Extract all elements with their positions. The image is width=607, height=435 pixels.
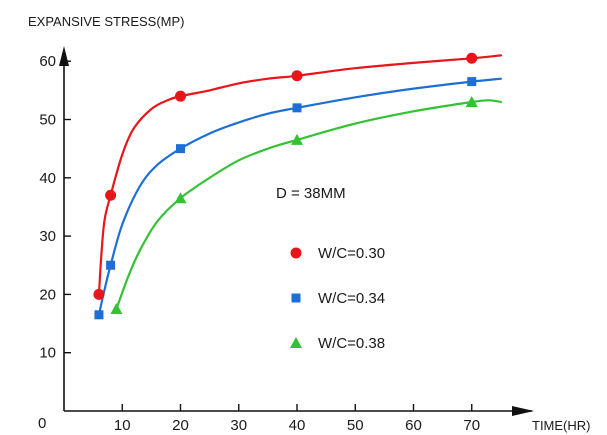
x-tick-label: 40	[289, 417, 306, 434]
legend-marker-square	[291, 293, 301, 303]
legend-label-circle: W/C=0.30	[318, 245, 385, 262]
data-point-circle	[93, 288, 105, 300]
y-tick-label: 40	[39, 170, 56, 187]
x-tick-label: 10	[114, 417, 131, 434]
y-tick-label: 50	[39, 112, 56, 129]
y-axis-arrow	[59, 46, 69, 66]
data-point-square	[467, 77, 477, 87]
data-point-circle	[105, 189, 117, 201]
y-tick-label: 60	[39, 53, 56, 70]
data-point-triangle	[465, 96, 478, 108]
diameter-annotation: D = 38MM	[276, 185, 346, 202]
legend-label-square: W/C=0.34	[318, 290, 385, 307]
x-ticks: 10 20 30 40 50 60 70	[114, 404, 480, 434]
data-point-square	[176, 144, 185, 154]
data-point-square	[106, 260, 116, 270]
data-point-triangle	[174, 192, 187, 204]
legend-marker-triangle	[290, 337, 302, 348]
y-tick-label: 10	[39, 345, 56, 362]
x-tick-label: 20	[172, 417, 189, 434]
x-axis-arrow	[512, 406, 534, 416]
series-line-square	[97, 77, 502, 316]
series-points	[93, 52, 478, 320]
data-point-triangle	[110, 302, 123, 314]
y-tick-label: 20	[39, 286, 56, 303]
data-point-circle	[291, 70, 303, 82]
data-point-square	[292, 103, 302, 113]
series-line-circle	[97, 54, 502, 296]
y-ticks: 10 20 30 40 50 60	[39, 53, 71, 362]
data-point-circle	[466, 52, 478, 64]
x-tick-label: 70	[463, 417, 480, 434]
origin-label: 0	[38, 415, 46, 432]
data-point-circle	[175, 90, 186, 102]
data-point-triangle	[291, 133, 303, 145]
y-axis-title: EXPANSIVE STRESS(MP)	[28, 14, 185, 29]
series-line-triangle	[115, 99, 502, 311]
x-axis-title: TIME(HR)	[532, 418, 591, 433]
legend-marker-circle	[290, 247, 302, 259]
data-point-square	[94, 310, 104, 320]
x-tick-label: 30	[230, 417, 247, 434]
y-tick-label: 30	[39, 228, 56, 245]
x-tick-label: 60	[405, 417, 422, 434]
axes	[59, 46, 534, 416]
legend: W/C=0.30 W/C=0.34 W/C=0.38	[290, 245, 385, 352]
x-tick-label: 50	[347, 417, 364, 434]
legend-label-triangle: W/C=0.38	[318, 335, 385, 352]
